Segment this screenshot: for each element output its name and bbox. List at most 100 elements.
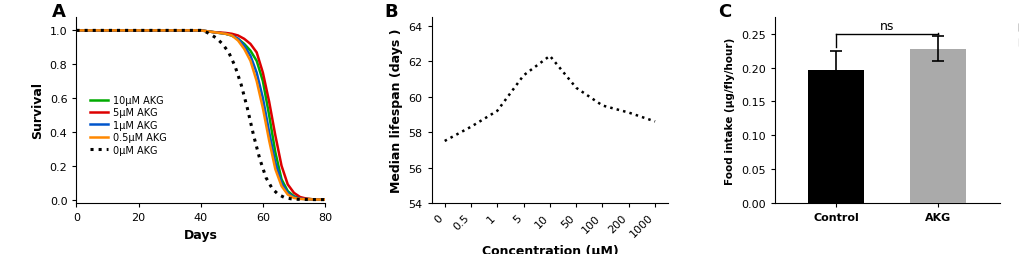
0.5μM AKG — [225, 35, 237, 38]
0.5μM AKG — [269, 168, 281, 171]
Text: C: C — [717, 3, 731, 21]
0.5μM AKG — [257, 107, 269, 110]
1μM AKG — [275, 181, 287, 184]
1μM AKG — [213, 32, 225, 35]
5μM AKG — [275, 165, 287, 168]
Text: ns: ns — [879, 20, 894, 33]
1μM AKG — [201, 30, 213, 34]
10μM AKG — [269, 151, 281, 154]
10μM AKG — [201, 30, 213, 34]
10μM AKG — [313, 198, 325, 201]
5μM AKG — [195, 30, 207, 33]
Y-axis label: Survival: Survival — [32, 82, 44, 139]
10μM AKG — [245, 50, 257, 53]
10μM AKG — [281, 190, 293, 193]
5μM AKG — [207, 31, 219, 35]
0μM AKG — [234, 84, 247, 87]
Bar — [909, 50, 965, 203]
Legend: 10μM AKG, 5μM AKG, 1μM AKG, 0.5μM AKG, 0μM AKG: 10μM AKG, 5μM AKG, 1μM AKG, 0.5μM AKG, 0… — [87, 92, 170, 159]
1μM AKG — [313, 198, 325, 201]
0.5μM AKG — [201, 30, 213, 34]
X-axis label: Days: Days — [183, 228, 217, 241]
0.5μM AKG — [231, 40, 244, 43]
1μM AKG — [195, 30, 207, 33]
5μM AKG — [306, 198, 318, 201]
5μM AKG — [245, 43, 257, 46]
0.5μM AKG — [195, 30, 207, 33]
0μM AKG — [266, 187, 278, 190]
5μM AKG — [300, 197, 312, 200]
1μM AKG — [263, 131, 275, 134]
5μM AKG — [237, 38, 250, 41]
10μM AKG — [225, 35, 237, 38]
1μM AKG — [269, 161, 281, 164]
Bar — [807, 70, 863, 203]
10μM AKG — [319, 198, 331, 201]
0.5μM AKG — [293, 198, 306, 201]
10μM AKG — [263, 114, 275, 117]
10μM AKG — [257, 80, 269, 83]
10μM AKG — [275, 178, 287, 181]
0.5μM AKG — [287, 197, 300, 200]
0μM AKG — [195, 30, 207, 33]
0μM AKG — [248, 134, 260, 137]
5μM AKG — [293, 196, 306, 199]
5μM AKG — [251, 52, 263, 55]
0.5μM AKG — [219, 33, 231, 36]
0.5μM AKG — [306, 198, 318, 201]
0.5μM AKG — [319, 198, 331, 201]
0μM AKG — [254, 158, 266, 161]
0μM AKG — [272, 193, 284, 196]
10μM AKG — [306, 198, 318, 201]
5μM AKG — [287, 192, 300, 195]
0.5μM AKG — [213, 32, 225, 35]
1μM AKG — [245, 55, 257, 58]
0μM AKG — [204, 34, 216, 37]
1μM AKG — [257, 97, 269, 100]
0.5μM AKG — [300, 198, 312, 201]
5μM AKG — [231, 35, 244, 38]
0μM AKG — [290, 198, 303, 201]
10μM AKG — [300, 197, 312, 200]
1μM AKG — [251, 72, 263, 75]
10μM AKG — [195, 30, 207, 33]
1μM AKG — [281, 192, 293, 195]
5μM AKG — [313, 198, 325, 201]
0.5μM AKG — [313, 198, 325, 201]
5μM AKG — [319, 198, 331, 201]
0.5μM AKG — [70, 30, 83, 33]
Line: 5μM AKG: 5μM AKG — [76, 31, 325, 200]
1μM AKG — [306, 198, 318, 201]
5μM AKG — [263, 101, 275, 104]
0μM AKG — [198, 30, 210, 34]
1μM AKG — [231, 38, 244, 41]
0.5μM AKG — [251, 80, 263, 83]
10μM AKG — [237, 43, 250, 46]
1μM AKG — [225, 35, 237, 38]
5μM AKG — [219, 32, 231, 35]
Line: 0μM AKG: 0μM AKG — [76, 31, 325, 200]
0μM AKG — [303, 198, 315, 201]
Line: 0.5μM AKG: 0.5μM AKG — [76, 31, 325, 200]
5μM AKG — [201, 30, 213, 34]
0μM AKG — [284, 197, 297, 200]
0μM AKG — [310, 198, 322, 201]
10μM AKG — [70, 30, 83, 33]
Text: A: A — [52, 3, 65, 21]
Line: 1μM AKG: 1μM AKG — [76, 31, 325, 200]
0μM AKG — [201, 32, 213, 35]
0μM AKG — [222, 52, 234, 55]
Legend: Control, AKG: Control, AKG — [1013, 20, 1019, 53]
0.5μM AKG — [245, 60, 257, 63]
Line: 10μM AKG: 10μM AKG — [76, 31, 325, 200]
0μM AKG — [70, 30, 83, 33]
5μM AKG — [281, 183, 293, 186]
5μM AKG — [225, 33, 237, 36]
0.5μM AKG — [263, 139, 275, 142]
1μM AKG — [237, 45, 250, 48]
5μM AKG — [213, 32, 225, 35]
Y-axis label: Food intake (μg/fly/hour): Food intake (μg/fly/hour) — [725, 37, 735, 184]
5μM AKG — [269, 134, 281, 137]
10μM AKG — [287, 195, 300, 198]
5μM AKG — [70, 30, 83, 33]
